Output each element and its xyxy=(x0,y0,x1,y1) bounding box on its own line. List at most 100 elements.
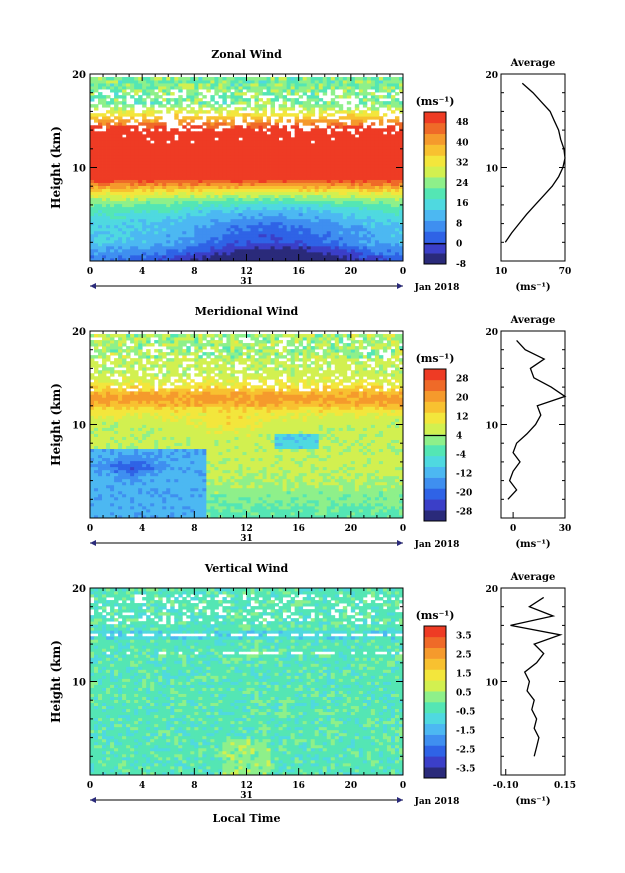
heatmap-cell xyxy=(310,122,316,126)
heatmap-cell xyxy=(98,77,103,81)
heatmap-cell xyxy=(330,257,336,262)
heatmap-cell xyxy=(162,245,167,250)
heatmap-cell xyxy=(126,161,131,165)
heatmap-cell xyxy=(106,493,111,498)
heatmap-cell xyxy=(302,224,308,229)
heatmap-cell xyxy=(182,131,187,135)
heatmap-cell xyxy=(98,155,103,159)
heatmap-cell xyxy=(142,176,147,180)
heatmap-cell xyxy=(374,158,380,162)
heatmap-cell xyxy=(126,251,131,256)
heatmap-cell xyxy=(206,119,211,123)
heatmap-cell xyxy=(362,179,368,183)
heatmap-cell xyxy=(226,158,231,162)
heatmap-cell xyxy=(250,188,255,193)
heatmap-cell xyxy=(214,131,219,135)
heatmap-cell xyxy=(370,107,376,111)
heatmap-cell xyxy=(230,98,235,102)
heatmap-cell xyxy=(314,128,320,132)
heatmap-cell xyxy=(110,80,115,84)
heatmap-cell xyxy=(350,164,356,168)
heatmap-cell xyxy=(210,176,215,180)
heatmap-cell xyxy=(110,436,115,440)
x-tick-label: 12 xyxy=(240,267,253,277)
heatmap-cell xyxy=(118,80,123,84)
heatmap-cell xyxy=(250,239,255,244)
heatmap-cell xyxy=(94,367,99,371)
heatmap-cell xyxy=(186,248,191,253)
heatmap-cell xyxy=(114,149,119,153)
heatmap-cell xyxy=(122,349,127,353)
heatmap-cell xyxy=(106,209,111,214)
heatmap-cell xyxy=(226,89,231,93)
panel-title: Zonal Wind xyxy=(211,48,282,61)
heatmap-cell xyxy=(350,170,356,174)
heatmap-cell xyxy=(238,101,243,105)
heatmap-cell xyxy=(314,242,320,247)
heatmap-cell xyxy=(118,200,123,205)
heatmap-cell xyxy=(322,182,328,186)
heatmap-cell xyxy=(230,245,235,250)
heatmap-cell xyxy=(198,143,203,147)
heatmap-cell xyxy=(246,146,251,150)
heatmap-cell xyxy=(90,481,95,486)
heatmap-cell xyxy=(98,385,103,389)
heatmap-cell xyxy=(326,212,332,217)
heatmap-cell xyxy=(130,95,135,99)
heatmap-cell xyxy=(122,484,127,489)
heatmap-cell xyxy=(302,251,308,256)
heatmap-cell xyxy=(198,203,203,208)
heatmap-cell xyxy=(318,227,324,232)
heatmap-cell xyxy=(118,427,123,431)
heatmap-cell xyxy=(326,77,332,81)
heatmap-cell xyxy=(138,257,143,262)
heatmap-cell xyxy=(102,191,107,196)
heatmap-cell xyxy=(346,158,352,162)
heatmap-cell xyxy=(278,131,284,135)
heatmap-cell xyxy=(134,185,139,190)
heatmap-cell xyxy=(282,218,288,223)
heatmap-cell xyxy=(118,406,123,410)
heatmap-cell xyxy=(186,227,191,232)
heatmap-cell xyxy=(110,236,115,241)
heatmap-cell xyxy=(122,125,127,129)
heatmap-cell xyxy=(250,251,255,256)
heatmap-cell xyxy=(354,170,360,174)
heatmap-cell xyxy=(310,158,316,162)
heatmap-cell xyxy=(98,95,103,99)
heatmap-cell xyxy=(258,137,263,141)
heatmap-cell xyxy=(218,230,223,235)
heatmap-cell xyxy=(194,209,199,214)
heatmap-cell xyxy=(350,203,356,208)
heatmap-cell xyxy=(166,83,171,87)
heatmap-cell xyxy=(214,164,219,168)
heatmap-cell xyxy=(182,218,187,223)
heatmap-cell xyxy=(138,179,143,183)
heatmap-cell xyxy=(378,245,384,250)
heatmap-cell xyxy=(102,80,107,84)
heatmap-cell xyxy=(202,236,207,241)
heatmap-cell xyxy=(290,200,296,205)
heatmap-cell xyxy=(374,236,380,241)
heatmap-cell xyxy=(206,122,211,126)
heatmap-cell xyxy=(218,215,223,220)
heatmap-cell xyxy=(378,224,384,229)
heatmap-cell xyxy=(294,203,300,208)
heatmap-cell xyxy=(234,218,239,223)
heatmap-cell xyxy=(370,131,376,135)
heatmap-cell xyxy=(374,176,380,180)
heatmap-cell xyxy=(390,254,396,259)
heatmap-cell xyxy=(274,212,279,217)
heatmap-cell xyxy=(126,490,131,495)
heatmap-cell xyxy=(302,194,308,199)
heatmap-cell xyxy=(270,83,275,87)
heatmap-cell xyxy=(102,206,107,211)
heatmap-cell xyxy=(246,167,251,171)
heatmap-cell xyxy=(146,173,151,177)
heatmap-cell xyxy=(98,511,103,516)
heatmap-cell xyxy=(206,245,211,250)
heatmap-cell xyxy=(390,95,396,99)
heatmap-cell xyxy=(282,188,288,193)
heatmap-cell xyxy=(358,227,364,232)
heatmap-cell xyxy=(366,86,372,90)
